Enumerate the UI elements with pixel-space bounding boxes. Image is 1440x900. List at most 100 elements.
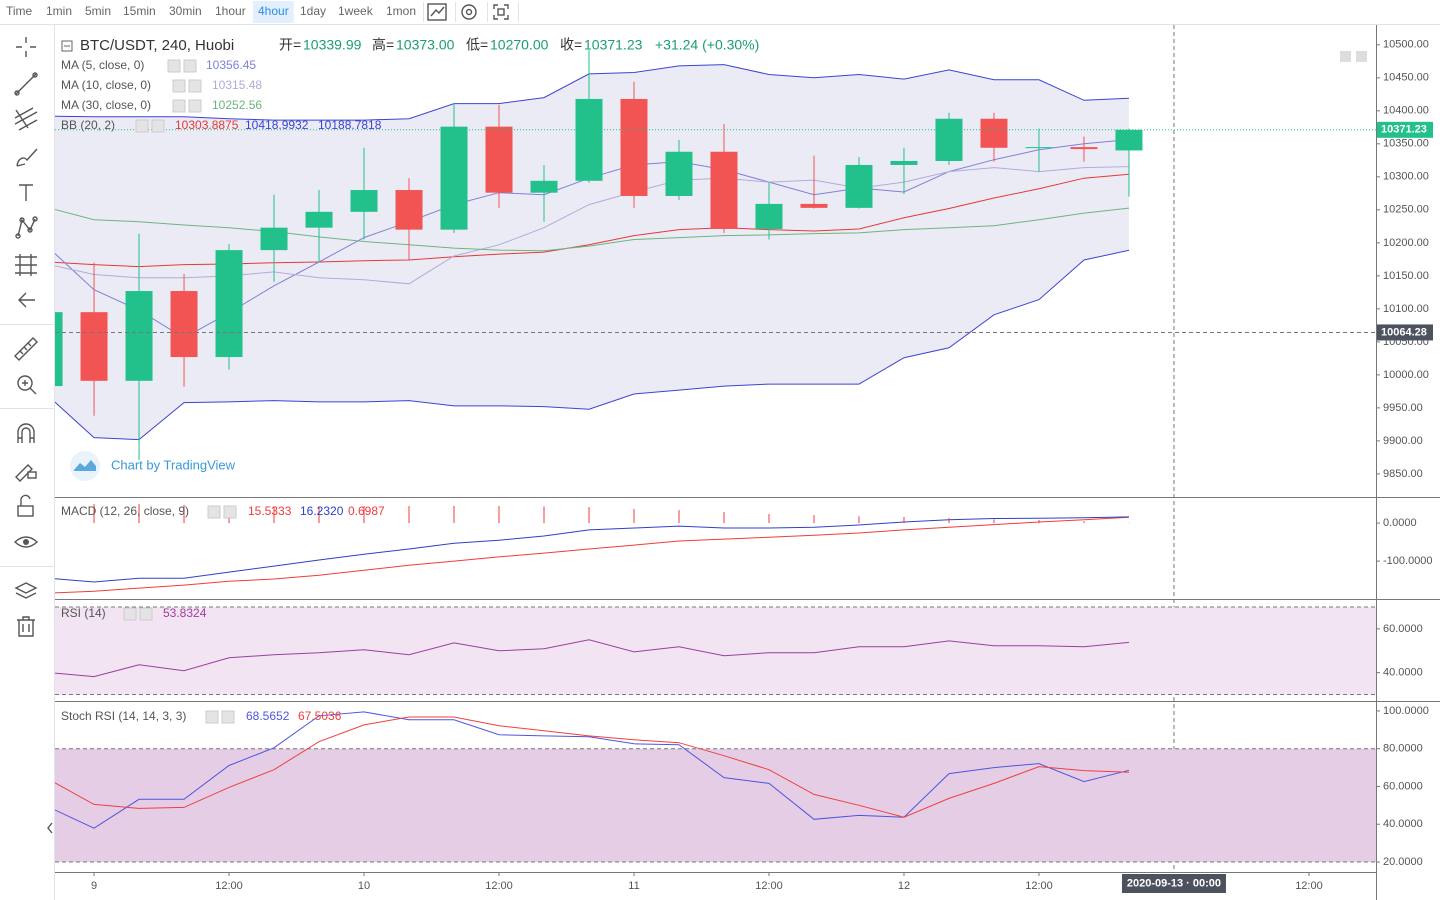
candle-body <box>305 211 333 228</box>
pane-buttons[interactable] <box>1340 51 1367 62</box>
study-name: RSI (14) <box>61 606 106 620</box>
drawing-toolbar <box>0 25 55 900</box>
back-tool[interactable] <box>18 292 35 308</box>
interval-button[interactable]: 4hour <box>258 4 289 18</box>
y-tick-label: 9950.00 <box>1383 402 1423 414</box>
pattern-tool[interactable] <box>15 216 38 239</box>
interval-button[interactable]: 30min <box>169 4 202 18</box>
study-settings-icon[interactable] <box>205 710 219 724</box>
crosshair-time-label: 2020-09-13 · 00:00 <box>1127 877 1221 889</box>
y-tick-label: 40.0000 <box>1383 818 1423 830</box>
watermark[interactable]: Chart by TradingView <box>70 451 236 481</box>
candle-body <box>395 190 423 230</box>
study-remove-icon[interactable] <box>223 505 237 519</box>
study-value: 10188.7818 <box>318 118 382 132</box>
interval-toolbar: Time 1min 5min 15min 30min 1hour 4hour 1… <box>0 1 1440 25</box>
bollinger-fill <box>55 64 1129 440</box>
study-remove-icon[interactable] <box>183 59 197 73</box>
band-fill <box>55 748 1376 862</box>
candle-body <box>890 160 918 165</box>
study-name: Stoch RSI (14, 14, 3, 3) <box>61 709 186 723</box>
candle-body <box>800 203 828 208</box>
study-settings-icon[interactable] <box>167 59 181 73</box>
study-settings-icon[interactable] <box>172 79 186 93</box>
study-value: 10315.48 <box>212 78 262 92</box>
study-settings-icon[interactable] <box>135 119 149 133</box>
candle-body <box>1115 129 1143 151</box>
fib-tool[interactable] <box>14 107 38 131</box>
lock-tool[interactable] <box>17 494 34 517</box>
candle-body <box>620 98 648 196</box>
fullscreen-button[interactable] <box>493 4 509 20</box>
magnet-tool[interactable] <box>17 423 35 443</box>
interval-button[interactable]: 1hour <box>215 4 246 18</box>
study-value: 10418.9932 <box>245 118 309 132</box>
study-remove-icon[interactable] <box>188 99 202 113</box>
y-tick-label: 10150.00 <box>1383 270 1429 282</box>
object-tree-tool[interactable] <box>14 582 38 599</box>
ma-line <box>55 207 1130 252</box>
study-remove-icon[interactable] <box>151 119 165 133</box>
y-tick-label: 60.0000 <box>1383 623 1423 635</box>
interval-label: Time <box>6 4 33 18</box>
pane-button[interactable] <box>1356 51 1367 62</box>
study-name: MACD (12, 26, close, 9) <box>61 504 189 518</box>
candle-body <box>440 126 468 230</box>
text-tool[interactable] <box>19 184 33 201</box>
study-value: 15.5333 <box>248 504 292 518</box>
study-value: 68.5652 <box>246 709 290 723</box>
pane-frames <box>55 25 1440 900</box>
interval-button[interactable]: 5min <box>85 4 111 18</box>
y-tick-label: 40.0000 <box>1383 667 1423 679</box>
interval-button[interactable]: 15min <box>123 4 156 18</box>
candle-body <box>1070 147 1098 150</box>
candle-body <box>980 118 1008 148</box>
watermark-text[interactable]: Chart by TradingView <box>111 457 236 472</box>
trendline-tool[interactable] <box>14 72 38 96</box>
brush-tool[interactable] <box>16 148 38 167</box>
settings-button[interactable] <box>461 4 477 20</box>
y-tick-label: 0.0000 <box>1383 517 1417 529</box>
crosshair-time-tag <box>1121 874 1226 893</box>
chart-style-button[interactable] <box>427 3 447 21</box>
y-tick-label: 10450.00 <box>1383 72 1429 84</box>
ohlc-value: 10270.00 <box>490 37 549 53</box>
pane-button[interactable] <box>1340 51 1351 62</box>
collapse-arrow[interactable] <box>47 822 53 834</box>
hide-tool[interactable] <box>13 536 39 548</box>
interval-button[interactable]: 1day <box>300 4 326 18</box>
candle-body <box>935 118 963 161</box>
study-remove-icon[interactable] <box>221 710 235 724</box>
study-settings-icon[interactable] <box>207 505 221 519</box>
y-tick-label: 10300.00 <box>1383 171 1429 183</box>
study-remove-icon[interactable] <box>139 607 153 621</box>
collapse-icon <box>61 40 73 52</box>
candle-body <box>350 190 378 212</box>
stay-drawing-tool[interactable] <box>15 464 37 482</box>
ohlc-value: 10371.23 <box>584 37 643 53</box>
pane-plot <box>55 606 1376 696</box>
study-value: 0.6987 <box>348 504 385 518</box>
study-remove-icon[interactable] <box>188 79 202 93</box>
zoom-tool[interactable] <box>17 375 37 395</box>
study-settings-icon[interactable] <box>123 607 137 621</box>
x-tick-label: 12:00 <box>755 880 783 892</box>
crosshair-price-label: 10064.28 <box>1381 326 1427 338</box>
ohlc-label: 收= <box>560 37 582 53</box>
candle-body <box>710 151 738 229</box>
remove-tool[interactable] <box>17 616 35 637</box>
interval-button[interactable]: 1min <box>46 4 72 18</box>
interval-button[interactable]: 1week <box>338 4 374 18</box>
study-value: 10252.56 <box>212 98 262 112</box>
interval-button[interactable]: 1mon <box>386 4 416 18</box>
crosshair-tool[interactable] <box>16 37 36 57</box>
study-settings-icon[interactable] <box>172 99 186 113</box>
x-tick-label: 12:00 <box>215 880 243 892</box>
study-value: 16.2320 <box>300 504 344 518</box>
prediction-tool[interactable] <box>15 254 37 276</box>
x-tick-label: 11 <box>628 880 639 892</box>
candle-body <box>260 227 288 251</box>
active-interval-bg <box>253 1 294 23</box>
measure-tool[interactable] <box>14 337 38 361</box>
